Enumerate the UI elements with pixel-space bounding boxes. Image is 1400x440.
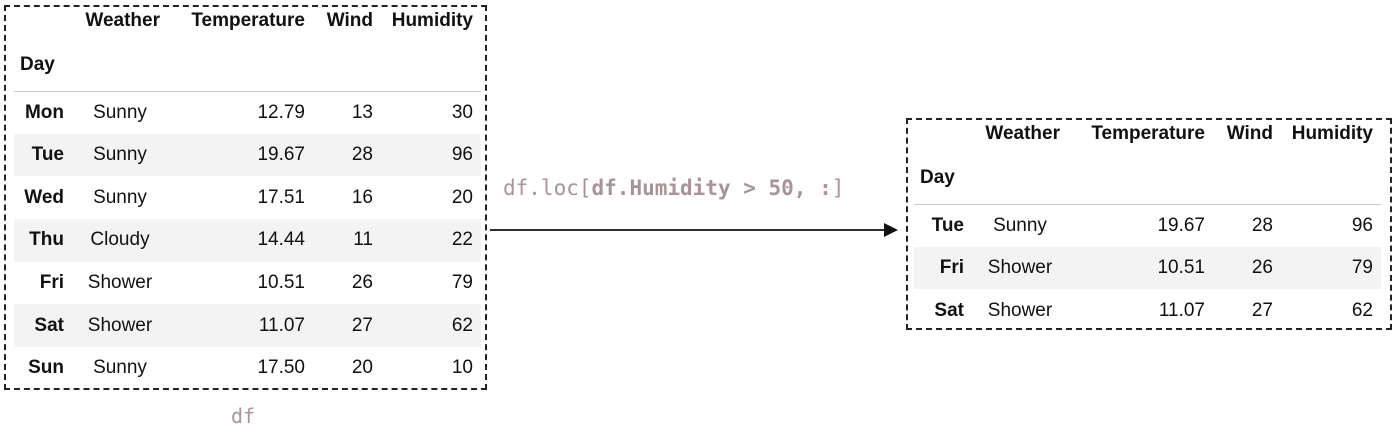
table-row: Wed Sunny 17.51 16 20 — [14, 176, 481, 219]
table-row: Sat Shower 11.07 27 62 — [14, 304, 481, 348]
wind-cell: 26 — [351, 272, 373, 294]
index-name-row: Day — [914, 152, 1381, 204]
weather-cell: Shower — [987, 257, 1053, 279]
operation-suffix: ] — [831, 176, 845, 200]
humidity-cell: 79 — [1351, 257, 1373, 279]
humidity-cell: 96 — [1351, 214, 1373, 236]
column-header: Humidity — [391, 10, 473, 31]
temperature-cell: 19.67 — [1157, 214, 1205, 236]
wind-cell: 13 — [351, 101, 373, 123]
operation-label: df.loc[df.Humidity > 50, :] — [503, 176, 844, 200]
wind-cell: 20 — [351, 357, 373, 379]
temperature-cell: 10.51 — [257, 272, 305, 294]
row-index: Fri — [39, 272, 64, 294]
column-header-row: Weather Temperature Wind Humidity — [14, 7, 481, 39]
temperature-cell: 12.79 — [257, 101, 305, 123]
humidity-cell: 62 — [451, 314, 473, 336]
row-index: Sun — [28, 357, 64, 379]
corner-cell — [914, 120, 972, 152]
column-header: Weather — [985, 123, 1060, 144]
wind-cell: 27 — [351, 314, 373, 336]
humidity-cell: 96 — [451, 144, 473, 166]
column-header: Wind — [1226, 123, 1273, 144]
row-index: Thu — [29, 229, 64, 251]
wind-cell: 26 — [1251, 257, 1273, 279]
table-row: Tue Sunny 19.67 28 96 — [914, 204, 1381, 247]
wind-cell: 28 — [1251, 214, 1273, 236]
table-row: Fri Shower 10.51 26 79 — [914, 246, 1381, 290]
result-dataframe: Weather Temperature Wind Humidity Day Tu… — [906, 118, 1392, 330]
source-caption: df — [231, 404, 256, 428]
temperature-cell: 17.51 — [257, 186, 305, 208]
wind-cell: 28 — [351, 144, 373, 166]
corner-cell — [14, 7, 72, 39]
table-row: Sun Sunny 17.50 20 10 — [14, 347, 481, 390]
weather-cell: Shower — [87, 272, 153, 294]
humidity-cell: 22 — [451, 229, 473, 251]
row-index: Tue — [31, 144, 64, 166]
operation-condition: df.Humidity > 50, : — [591, 176, 832, 200]
column-header: Temperature — [1091, 123, 1205, 144]
table-row: Thu Cloudy 14.44 11 22 — [14, 219, 481, 262]
column-header: Humidity — [1291, 123, 1373, 144]
humidity-cell: 20 — [451, 186, 473, 208]
temperature-cell: 17.50 — [257, 357, 305, 379]
arrow-icon — [490, 223, 898, 237]
weather-cell: Sunny — [993, 214, 1047, 236]
operation-prefix: df.loc[ — [503, 176, 592, 200]
humidity-cell: 10 — [451, 357, 473, 379]
humidity-cell: 30 — [451, 101, 473, 123]
table-row: Sat Shower 11.07 27 62 — [914, 289, 1381, 332]
source-dataframe: Weather Temperature Wind Humidity Day Mo… — [4, 5, 487, 390]
table-row: Fri Shower 10.51 26 79 — [14, 262, 481, 305]
row-index: Tue — [931, 214, 964, 236]
row-index: Mon — [24, 101, 64, 123]
temperature-cell: 11.07 — [1158, 299, 1205, 321]
weather-cell: Sunny — [93, 357, 147, 379]
weather-cell: Sunny — [93, 101, 147, 123]
weather-cell: Shower — [987, 299, 1053, 321]
column-header: Weather — [85, 10, 160, 31]
index-name: Day — [20, 53, 55, 75]
temperature-cell: 19.67 — [257, 144, 305, 166]
source-table: Weather Temperature Wind Humidity Day Mo… — [14, 7, 481, 390]
result-table: Weather Temperature Wind Humidity Day Tu… — [914, 120, 1381, 332]
temperature-cell: 14.44 — [257, 229, 305, 251]
weather-cell: Sunny — [93, 186, 147, 208]
column-header: Wind — [326, 10, 373, 31]
index-name: Day — [920, 166, 955, 188]
index-name-row: Day — [14, 39, 481, 91]
wind-cell: 27 — [1251, 299, 1273, 321]
column-header-row: Weather Temperature Wind Humidity — [914, 120, 1381, 152]
weather-cell: Shower — [87, 314, 153, 336]
wind-cell: 11 — [353, 229, 373, 251]
row-index: Wed — [24, 186, 64, 208]
wind-cell: 16 — [351, 186, 373, 208]
column-header: Temperature — [191, 10, 305, 31]
row-index: Sat — [34, 314, 64, 336]
weather-cell: Sunny — [93, 144, 147, 166]
table-row: Tue Sunny 19.67 28 96 — [14, 133, 481, 177]
row-index: Sat — [934, 299, 964, 321]
humidity-cell: 79 — [451, 272, 473, 294]
weather-cell: Cloudy — [90, 229, 150, 251]
humidity-cell: 62 — [1351, 299, 1373, 321]
row-index: Fri — [939, 257, 964, 279]
temperature-cell: 10.51 — [1157, 257, 1205, 279]
temperature-cell: 11.07 — [258, 314, 305, 336]
table-row: Mon Sunny 12.79 13 30 — [14, 91, 481, 134]
